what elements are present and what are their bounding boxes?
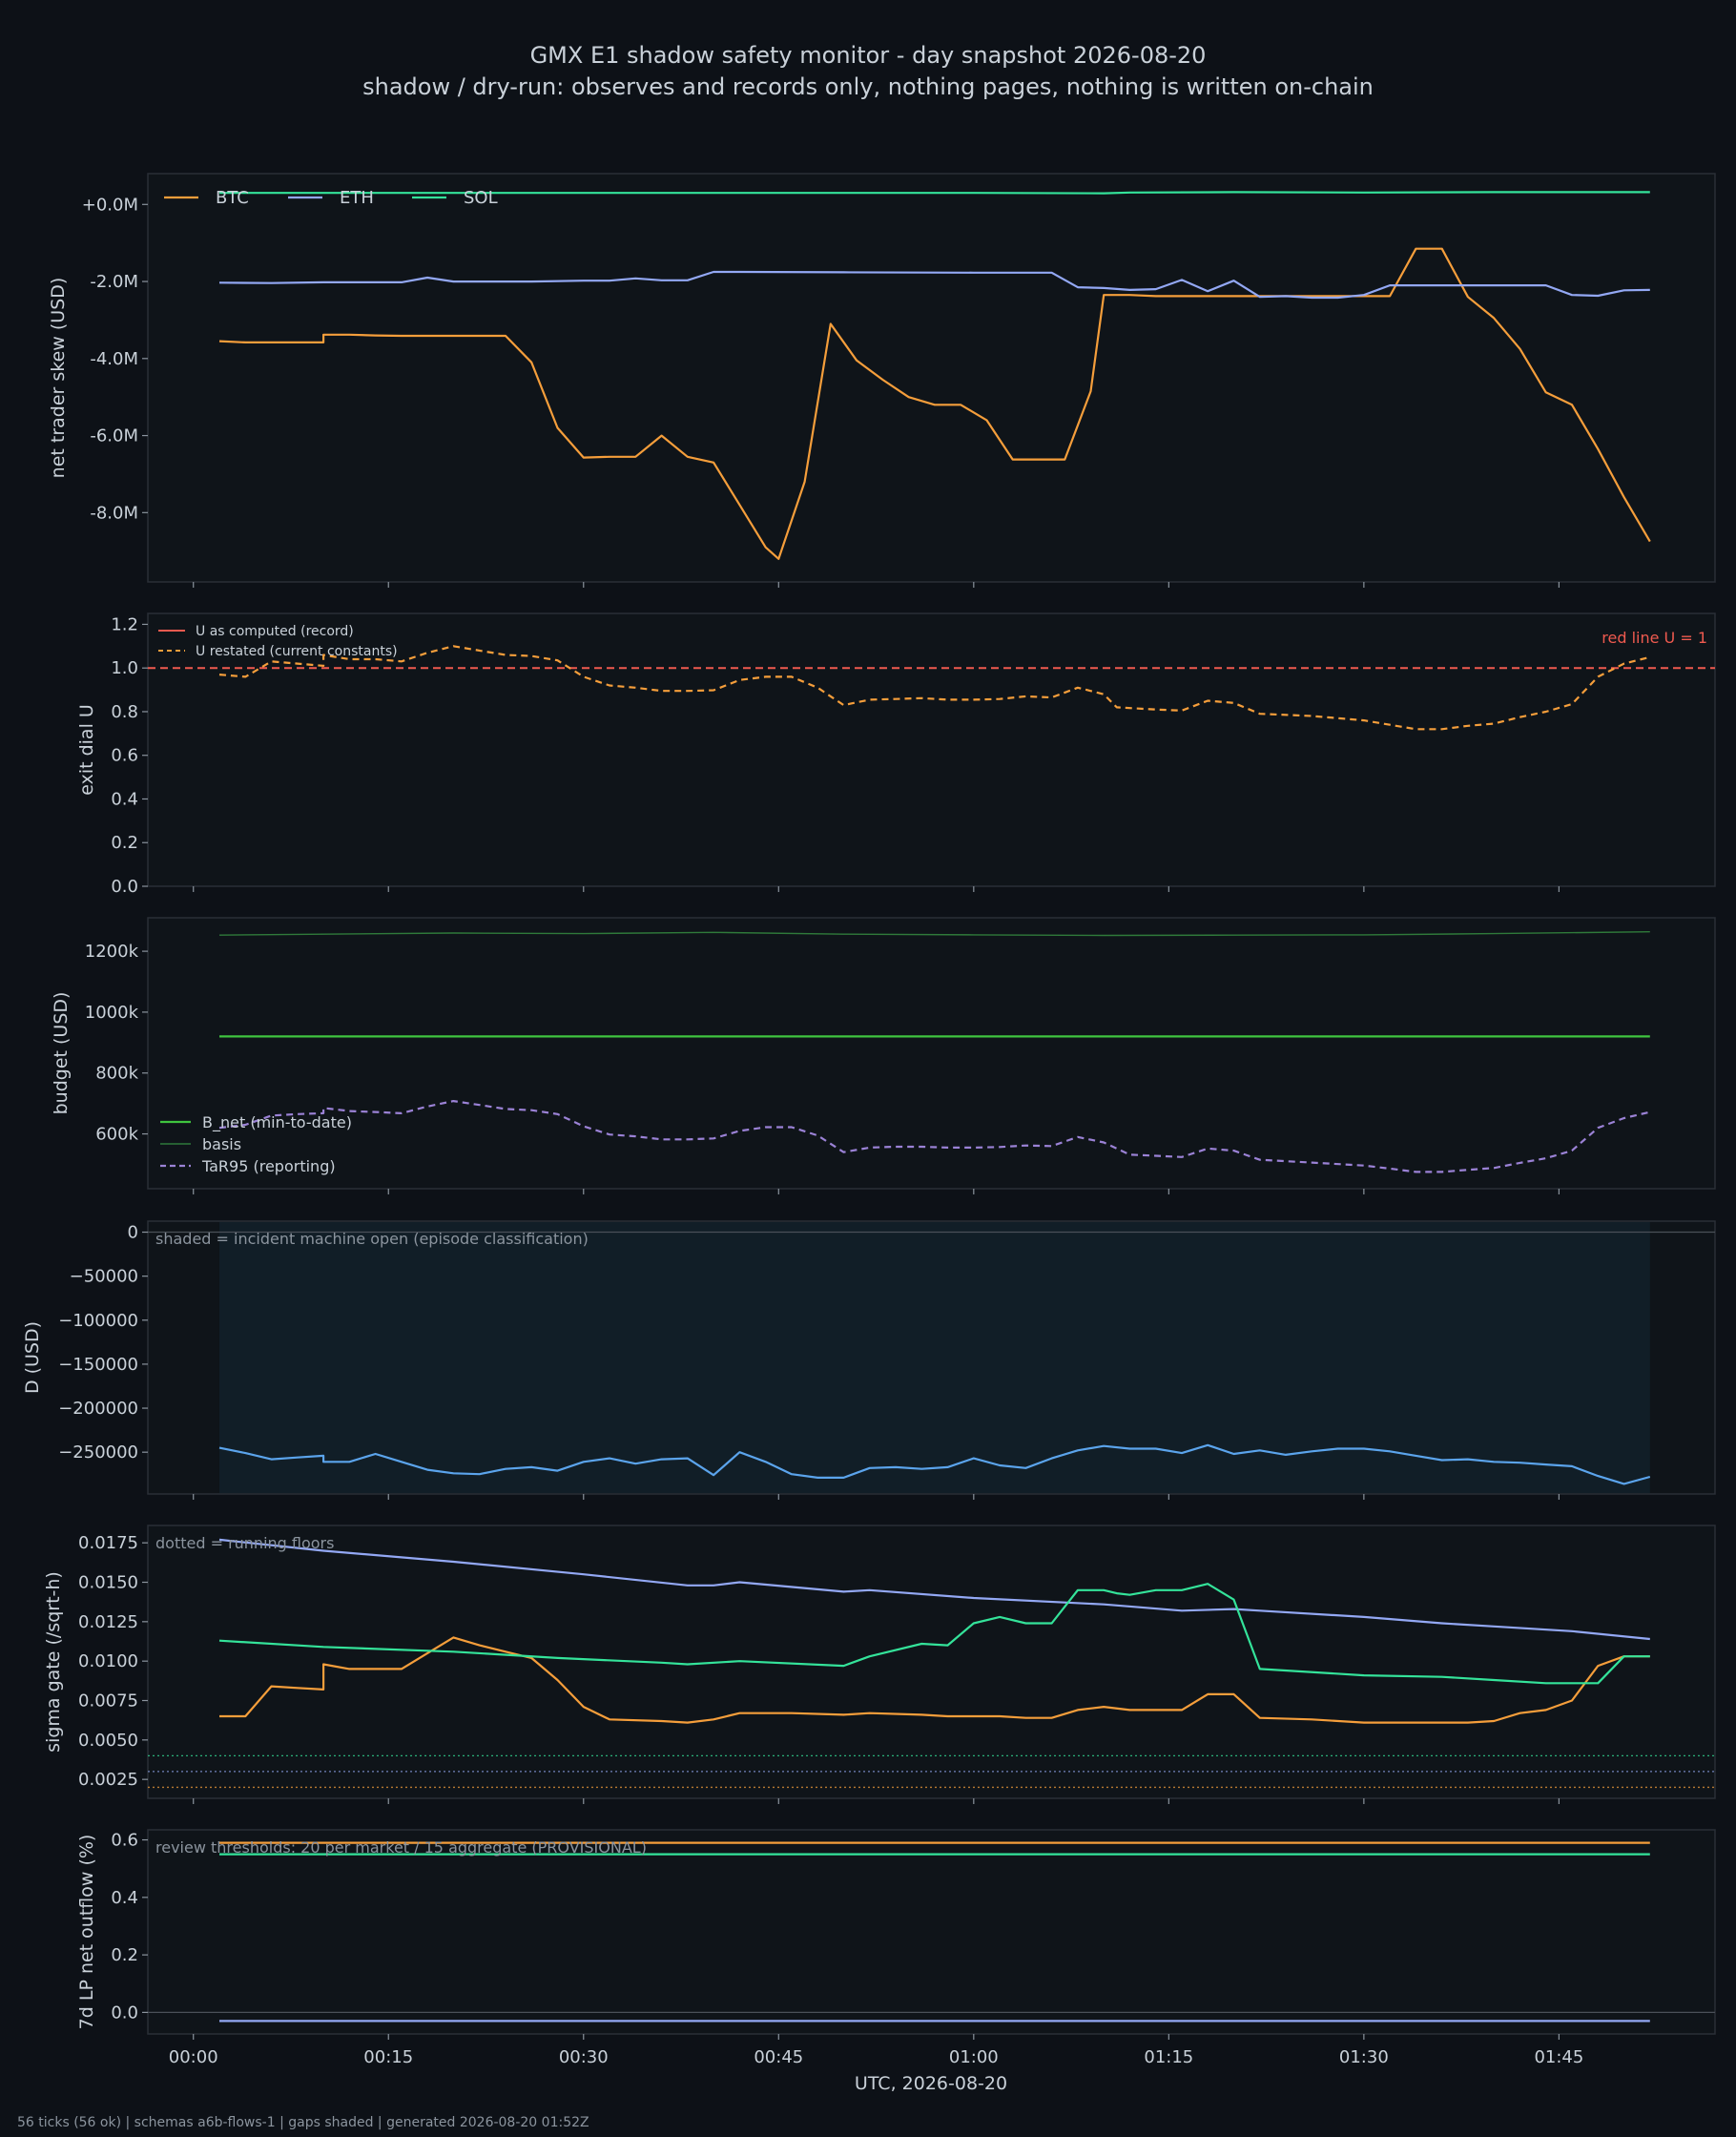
y-tick-label: 0.4 (111, 1888, 138, 1908)
series-sol (219, 191, 1650, 195)
x-tick-label: 00:00 (169, 2047, 218, 2067)
series-u-restated-current-constants- (218, 645, 1651, 731)
y-axis-label: sigma gate (/sqrt-h) (43, 1571, 64, 1753)
panel-5: 0.0025 0.0050 0.0075 0.0100 0.0125 0.0150 0.01… (43, 1525, 1716, 1804)
plot-area (147, 173, 1716, 583)
y-tick-label: 0.0100 (78, 1651, 138, 1671)
panel-6: 0.0 0.2 0.4 0.6 7d LP net outflow (%) review … (76, 1829, 1716, 2040)
series-btc (219, 1636, 1650, 1724)
panel-annotation: dotted = running floors (155, 1534, 334, 1552)
series-sol (218, 1583, 1650, 1685)
y-tick-label: 600k (95, 1125, 138, 1145)
y-tick-label: 0.0150 (78, 1573, 138, 1593)
y-tick-label: 0.2 (111, 1945, 138, 1965)
legend-label: BTC (216, 188, 249, 208)
legend-label: U restated (current constants) (196, 644, 398, 659)
panel-annotation: review thresholds: 20 per market / 15 ag… (155, 1838, 647, 1857)
y-tick-label: 0.0025 (78, 1770, 138, 1790)
y-tick-label: 0.0 (111, 877, 138, 897)
plot-area (147, 612, 1716, 887)
y-tick-label: 1.0 (111, 658, 138, 678)
legend-label: TaR95 (reporting) (201, 1157, 336, 1175)
y-tick-label: 0.0050 (78, 1731, 138, 1751)
y-tick-label: −50000 (70, 1267, 138, 1287)
y-tick-label: 0.0 (111, 2002, 138, 2023)
x-tick-label: 00:45 (754, 2047, 803, 2067)
x-axis-label: UTC, 2026-08-20 (855, 2073, 1007, 2094)
x-tick-label: 01:15 (1144, 2047, 1193, 2067)
y-tick-label: +0.0M (82, 195, 138, 215)
legend-label: SOL (464, 188, 498, 208)
y-axis-label: D (USD) (22, 1321, 43, 1394)
footer-status: 56 ticks (56 ok) | schemas a6b-flows-1 |… (17, 2115, 589, 2130)
series-tar95-reporting- (218, 1100, 1651, 1173)
y-axis-label: 7d LP net outflow (%) (76, 1835, 97, 2030)
title-block: GMX E1 shadow safety monitor - day snaps… (0, 40, 1736, 103)
chart-subtitle: shadow / dry-run: observes and records o… (362, 73, 1374, 100)
y-tick-label: 1200k (85, 942, 139, 962)
y-axis-label: net trader skew (USD) (48, 278, 69, 479)
panel-2: 0.0 0.2 0.4 0.6 0.8 1.0 1.2 exit dial U red line… (76, 612, 1716, 897)
legend-label: basis (202, 1135, 241, 1153)
y-tick-label: −250000 (58, 1442, 138, 1463)
plot-area (147, 1525, 1716, 1799)
series-eth (218, 1538, 1650, 1641)
y-tick-label: 1.2 (111, 614, 138, 634)
series-d (218, 1443, 1651, 1485)
incident-shading (218, 1222, 1650, 1493)
x-tick-label: 00:30 (559, 2047, 609, 2067)
y-axis-label: budget (USD) (51, 992, 72, 1115)
panel-4: 0 −50000 −100000 −150000 −200000 −250000 D (US… (22, 1220, 1716, 1500)
panel-1: +0.0M -2.0M -4.0M -6.0M -8.0M net trader skew… (48, 173, 1716, 588)
y-tick-label: -8.0M (90, 503, 138, 523)
x-tick-label: 01:00 (949, 2047, 999, 2067)
y-tick-label: 0.0125 (78, 1612, 138, 1632)
chart-title: GMX E1 shadow safety monitor - day snaps… (529, 42, 1207, 69)
y-tick-label: −200000 (58, 1399, 138, 1419)
y-tick-label: 0.6 (111, 1831, 138, 1851)
y-tick-label: -2.0M (90, 272, 138, 292)
y-tick-label: 0.6 (111, 746, 138, 766)
y-tick-label: 1000k (85, 1003, 139, 1023)
x-tick-label: 01:30 (1339, 2047, 1389, 2067)
panel-3: 600k 800k 1000k 1200k budget (USD) B_net (min… (51, 917, 1716, 1194)
y-tick-label: 0.4 (111, 789, 138, 809)
y-tick-label: −100000 (58, 1311, 138, 1331)
y-tick-label: -4.0M (90, 349, 138, 369)
redline-label: red line U = 1 (1602, 629, 1707, 647)
x-tick-label: 00:15 (363, 2047, 413, 2067)
y-tick-label: 0.0075 (78, 1691, 138, 1712)
y-tick-label: 800k (95, 1064, 138, 1084)
x-tick-label: 01:45 (1534, 2047, 1583, 2067)
y-tick-label: 0.0175 (78, 1533, 138, 1553)
y-tick-label: 0.2 (111, 833, 138, 853)
plot-area (147, 917, 1716, 1190)
y-tick-label: 0.8 (111, 702, 138, 722)
panel-annotation: shaded = incident machine open (episode … (155, 1230, 589, 1248)
legend-label: ETH (340, 188, 374, 208)
y-tick-label: 0 (128, 1223, 138, 1243)
y-tick-label: -6.0M (90, 426, 138, 446)
series-eth (218, 270, 1650, 300)
y-tick-label: −150000 (58, 1355, 138, 1375)
series-basis (218, 931, 1650, 937)
series-btc (218, 247, 1651, 560)
plot-area (147, 1829, 1716, 2035)
legend-label: B_net (min-to-date) (202, 1113, 352, 1132)
y-axis-label: exit dial U (76, 704, 97, 796)
legend-label: U as computed (record) (196, 624, 354, 639)
